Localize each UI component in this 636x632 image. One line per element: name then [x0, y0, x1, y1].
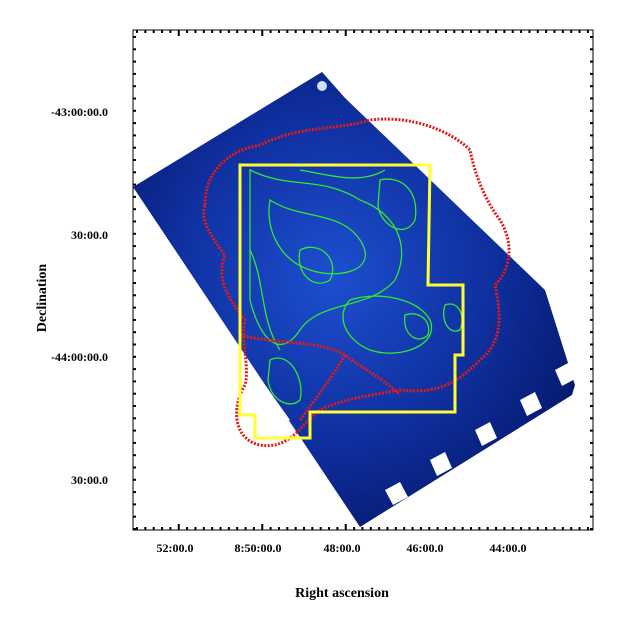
x-tick-label: 52:00.0 — [157, 541, 194, 555]
image — [133, 72, 577, 527]
x-axis-label: Right ascension — [295, 586, 389, 601]
x-tick-label: 46:00.0 — [407, 541, 444, 555]
y-tick-label: 30:00.0 — [71, 473, 108, 487]
x-tick-label: 48:00.0 — [324, 541, 361, 555]
y-axis-label: Declination — [35, 264, 50, 333]
x-tick-label: 44:00.0 — [490, 541, 527, 555]
frame-ticks — [133, 30, 593, 530]
y-tick-label: -43:00:00.0 — [51, 105, 108, 119]
x-tick-label: 8:50:00.0 — [235, 541, 282, 555]
red-contour — [202, 117, 511, 448]
green-contours — [249, 168, 463, 405]
tick-labels: 52:00.0 8:50:00.0 48:00.0 46:00.0 44:00.0 -43… — [51, 105, 527, 555]
region-outline — [238, 163, 465, 440]
y-tick-label: -44:00:00.0 — [51, 350, 108, 364]
y-tick-label: 30:00.0 — [71, 228, 108, 242]
